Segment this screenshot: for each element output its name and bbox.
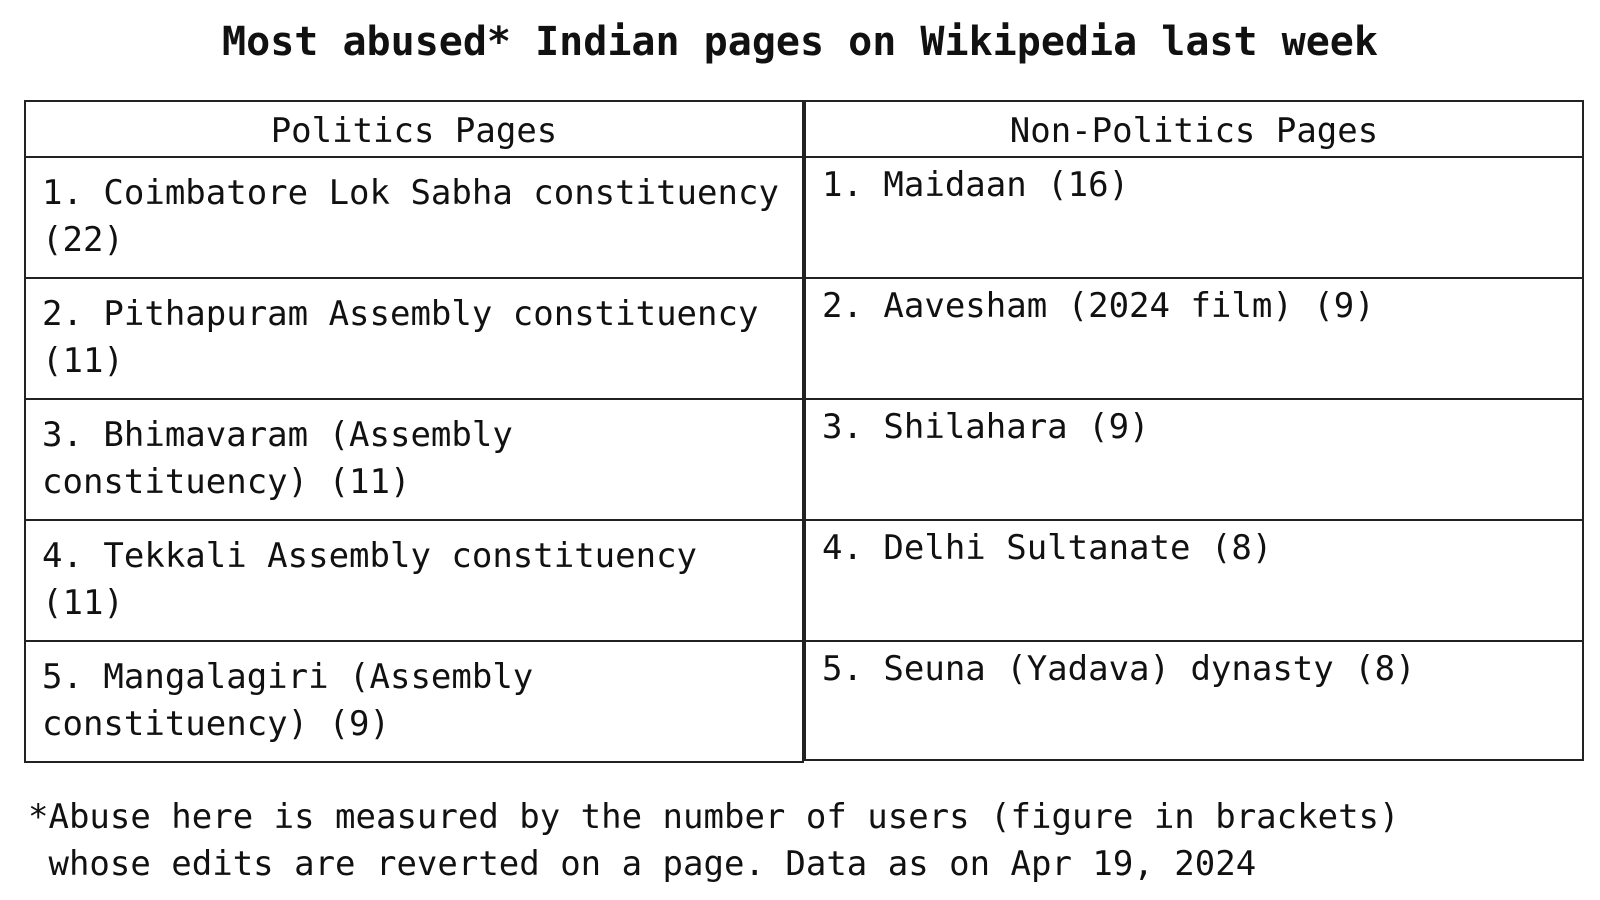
table-cell-non-politics-1: 1. Maidaan (16): [806, 158, 1582, 279]
table-cell-politics-3: 3. Bhimavaram (Assembly constituency) (1…: [26, 400, 802, 521]
politics-pages-column: Politics Pages 1. Coimbatore Lok Sabha c…: [24, 100, 804, 763]
chart-title: Most abused* Indian pages on Wikipedia l…: [222, 19, 1378, 65]
table-cell-non-politics-4: 4. Delhi Sultanate (8): [806, 521, 1582, 642]
politics-pages-header: Politics Pages: [26, 102, 802, 158]
table-cell-non-politics-3: 3. Shilahara (9): [806, 400, 1582, 521]
footnote: *Abuse here is measured by the number of…: [28, 797, 1400, 884]
non-politics-pages-column: Non-Politics Pages 1. Maidaan (16) 2. Aa…: [804, 100, 1584, 761]
table-cell-politics-2: 2. Pithapuram Assembly constituency (11): [26, 279, 802, 400]
non-politics-pages-header: Non-Politics Pages: [806, 102, 1582, 158]
table-cell-non-politics-5: 5. Seuna (Yadava) dynasty (8): [822, 649, 1416, 689]
table-cell-politics-5: 5. Mangalagiri (Assembly constituency) (…: [42, 657, 534, 744]
table-cell-non-politics-2: 2. Aavesham (2024 film) (9): [806, 279, 1582, 400]
table-cell-politics-1: 1. Coimbatore Lok Sabha constituency (22…: [26, 158, 802, 279]
table-cell-politics-4: 4. Tekkali Assembly constituency (11): [26, 521, 802, 642]
